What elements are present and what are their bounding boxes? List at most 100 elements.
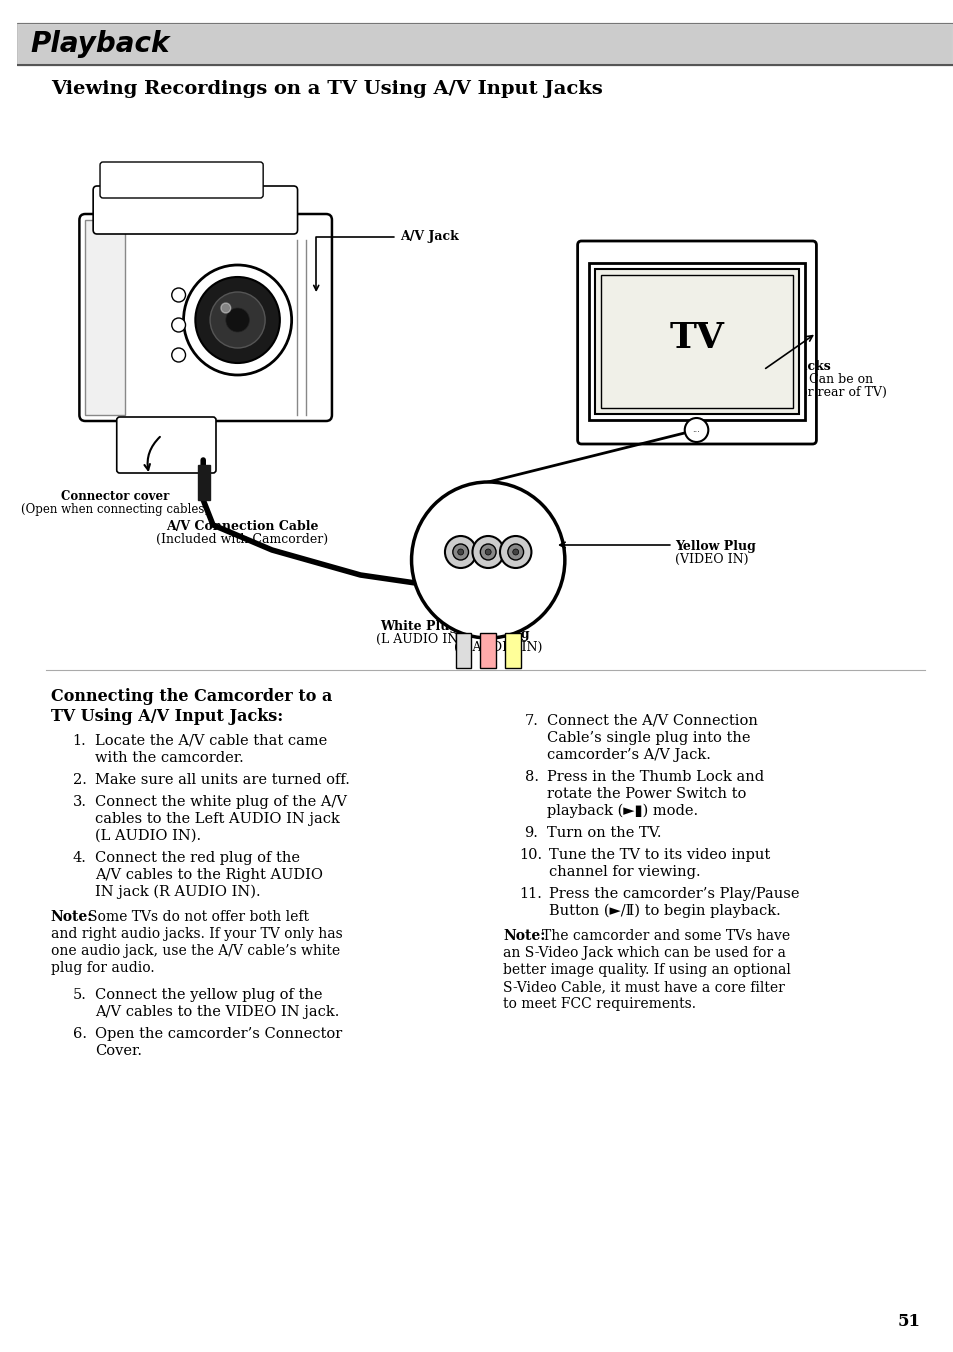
- Text: TV Using A/V Input Jacks:: TV Using A/V Input Jacks:: [51, 708, 283, 725]
- Text: The camcorder and some TVs have: The camcorder and some TVs have: [541, 929, 789, 942]
- Text: Make sure all units are turned off.: Make sure all units are turned off.: [95, 773, 350, 787]
- Text: 9.: 9.: [524, 826, 537, 840]
- Circle shape: [444, 535, 476, 568]
- Text: Some TVs do not offer both left: Some TVs do not offer both left: [88, 910, 309, 923]
- Circle shape: [172, 347, 185, 362]
- Circle shape: [411, 483, 564, 638]
- Text: front or rear of TV): front or rear of TV): [764, 387, 886, 399]
- Text: A/V cables to the Right AUDIO: A/V cables to the Right AUDIO: [95, 868, 323, 882]
- Text: channel for viewing.: channel for viewing.: [549, 865, 700, 879]
- Text: A/V Jacks: A/V Jacks: [764, 360, 830, 373]
- Text: 1.: 1.: [72, 734, 86, 748]
- Text: 5.: 5.: [72, 988, 87, 1002]
- Text: Connecting the Camcorder to a: Connecting the Camcorder to a: [51, 688, 332, 704]
- Text: Press in the Thumb Lock and: Press in the Thumb Lock and: [547, 771, 763, 784]
- Text: Cable’s single plug into the: Cable’s single plug into the: [547, 731, 750, 745]
- Bar: [456, 633, 471, 668]
- Circle shape: [512, 549, 518, 556]
- Text: (Open when connecting cables): (Open when connecting cables): [21, 503, 209, 516]
- FancyBboxPatch shape: [100, 162, 263, 197]
- Text: Connect the white plug of the A/V: Connect the white plug of the A/V: [95, 795, 347, 808]
- Text: Open the camcorder’s Connector: Open the camcorder’s Connector: [95, 1028, 342, 1041]
- Circle shape: [226, 308, 249, 333]
- Text: A/V Connection Cable: A/V Connection Cable: [166, 521, 318, 533]
- Text: and right audio jacks. If your TV only has: and right audio jacks. If your TV only h…: [51, 927, 342, 941]
- Text: better image quality. If using an optional: better image quality. If using an option…: [502, 963, 790, 977]
- Text: (L AUDIO IN): (L AUDIO IN): [375, 633, 462, 646]
- Text: Connect the red plug of the: Connect the red plug of the: [95, 850, 300, 865]
- Text: with the camcorder.: with the camcorder.: [95, 750, 244, 765]
- Circle shape: [485, 549, 491, 556]
- Circle shape: [221, 303, 231, 314]
- Text: A/V Jack: A/V Jack: [314, 230, 458, 291]
- Text: 51: 51: [897, 1313, 920, 1330]
- Text: A/V cables to the VIDEO IN jack.: A/V cables to the VIDEO IN jack.: [95, 1005, 339, 1019]
- Circle shape: [457, 549, 463, 556]
- Text: camcorder’s A/V Jack.: camcorder’s A/V Jack.: [547, 748, 710, 763]
- Bar: [595, 269, 798, 414]
- Bar: [600, 274, 792, 408]
- Text: (L AUDIO IN).: (L AUDIO IN).: [95, 829, 201, 844]
- Circle shape: [684, 418, 707, 442]
- Bar: [16, 23, 953, 65]
- Text: 4.: 4.: [72, 850, 87, 865]
- Circle shape: [210, 292, 265, 347]
- Text: Tune the TV to its video input: Tune the TV to its video input: [549, 848, 770, 863]
- Circle shape: [472, 535, 503, 568]
- FancyBboxPatch shape: [93, 187, 297, 234]
- Text: TV: TV: [669, 320, 723, 354]
- Text: 6.: 6.: [72, 1028, 87, 1041]
- Text: Turn on the TV.: Turn on the TV.: [547, 826, 661, 840]
- Text: playback (►▮) mode.: playback (►▮) mode.: [547, 804, 698, 818]
- Text: S-Video Cable, it must have a core filter: S-Video Cable, it must have a core filte…: [502, 980, 784, 994]
- Text: Red Plug: Red Plug: [466, 627, 529, 641]
- Text: Connect the yellow plug of the: Connect the yellow plug of the: [95, 988, 322, 1002]
- Text: 3.: 3.: [72, 795, 87, 808]
- Text: rotate the Power Switch to: rotate the Power Switch to: [547, 787, 746, 800]
- Text: Note:: Note:: [51, 910, 93, 923]
- Text: cables to the Left AUDIO IN jack: cables to the Left AUDIO IN jack: [95, 813, 339, 826]
- Text: Yellow Plug: Yellow Plug: [674, 539, 755, 553]
- Text: IN jack (R AUDIO IN).: IN jack (R AUDIO IN).: [95, 886, 260, 899]
- Text: (Note: Can be on: (Note: Can be on: [764, 373, 873, 387]
- Text: ...: ...: [692, 426, 700, 434]
- Circle shape: [479, 544, 496, 560]
- Text: Viewing Recordings on a TV Using A/V Input Jacks: Viewing Recordings on a TV Using A/V Inp…: [51, 80, 602, 97]
- Bar: [18, 24, 951, 64]
- Text: Button (►/Ⅱ) to begin playback.: Button (►/Ⅱ) to begin playback.: [549, 904, 781, 918]
- Text: 11.: 11.: [519, 887, 542, 900]
- Text: an S-Video Jack which can be used for a: an S-Video Jack which can be used for a: [502, 946, 785, 960]
- Text: 7.: 7.: [524, 714, 537, 727]
- Circle shape: [172, 288, 185, 301]
- Text: (Included with Camcorder): (Included with Camcorder): [156, 533, 328, 546]
- Text: Connector cover: Connector cover: [61, 489, 169, 503]
- Text: Connect the A/V Connection: Connect the A/V Connection: [547, 714, 758, 727]
- Circle shape: [507, 544, 523, 560]
- Text: Playback: Playback: [30, 30, 170, 58]
- FancyBboxPatch shape: [116, 416, 215, 473]
- Text: Note:: Note:: [502, 929, 545, 942]
- FancyBboxPatch shape: [79, 214, 332, 420]
- Text: plug for audio.: plug for audio.: [51, 961, 154, 975]
- Circle shape: [172, 318, 185, 333]
- Text: 8.: 8.: [524, 771, 538, 784]
- Circle shape: [453, 544, 468, 560]
- Bar: [198, 465, 210, 500]
- Text: White Plug: White Plug: [380, 621, 458, 633]
- Text: 10.: 10.: [519, 848, 542, 863]
- Text: Press the camcorder’s Play/Pause: Press the camcorder’s Play/Pause: [549, 887, 799, 900]
- Circle shape: [195, 277, 279, 362]
- Text: one audio jack, use the A/V cable’s white: one audio jack, use the A/V cable’s whit…: [51, 944, 339, 959]
- Bar: [589, 264, 803, 420]
- Bar: [504, 633, 520, 668]
- Text: to meet FCC requirements.: to meet FCC requirements.: [502, 996, 695, 1011]
- Circle shape: [183, 265, 292, 375]
- Text: Locate the A/V cable that came: Locate the A/V cable that came: [95, 734, 327, 748]
- Text: 2.: 2.: [72, 773, 87, 787]
- Circle shape: [499, 535, 531, 568]
- Text: (R AUDIO IN): (R AUDIO IN): [454, 641, 541, 654]
- Text: Cover.: Cover.: [95, 1044, 142, 1059]
- Bar: [85, 220, 125, 415]
- Bar: [479, 633, 496, 668]
- Text: (VIDEO IN): (VIDEO IN): [674, 553, 747, 566]
